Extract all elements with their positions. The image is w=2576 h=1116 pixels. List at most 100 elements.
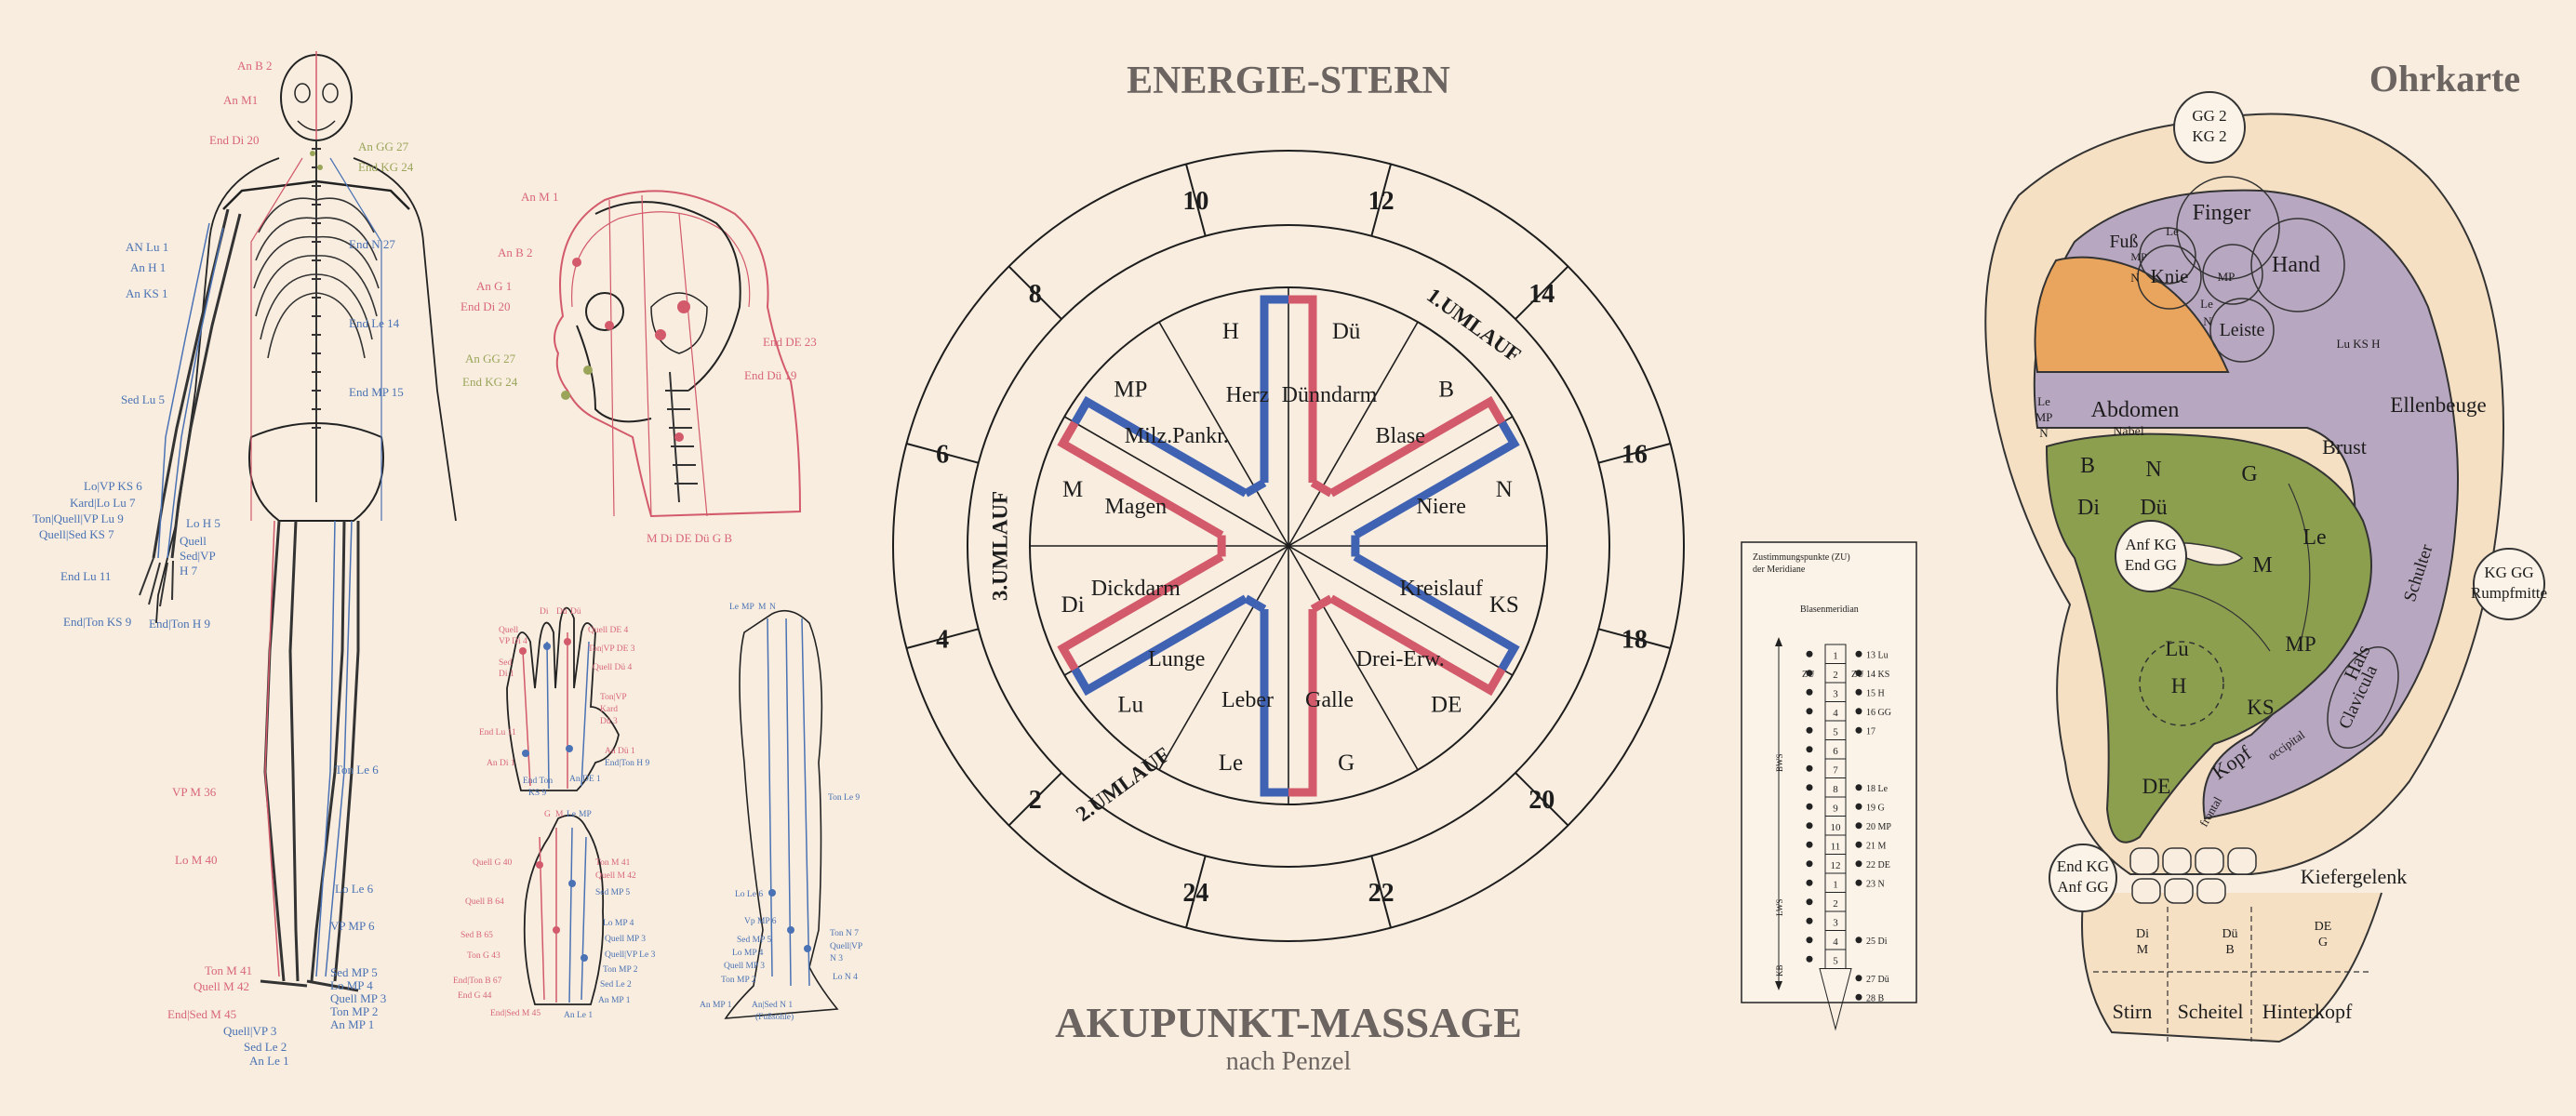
body-label: An GG 27: [358, 140, 409, 153]
point-label: 16 GG: [1866, 708, 1891, 718]
vertebra-number: 1: [1833, 880, 1838, 891]
vertebra-number: 10: [1831, 822, 1842, 833]
foot-label: Sed B 65: [460, 931, 493, 940]
inner-divider: [1288, 321, 1419, 547]
ear-label: N: [2039, 426, 2049, 440]
head-label: End Di 20: [460, 299, 510, 313]
ear-label: Hinterkopf: [2262, 1000, 2353, 1023]
body-label: Lo H 5: [186, 516, 220, 530]
ear-label: Dü: [2140, 496, 2167, 520]
ear-label: Finger: [2193, 201, 2251, 225]
ear-label: Le: [2166, 224, 2179, 238]
leg-label: Le: [729, 603, 739, 612]
outer-divider: [1008, 265, 1062, 320]
zu-dot: [1806, 764, 1813, 772]
star-title: ENERGIE-STERN: [1127, 60, 1450, 102]
body-label: Lo MP 4: [330, 978, 373, 992]
body-label: VP M 36: [172, 785, 217, 799]
zu-dot: [1806, 822, 1813, 830]
leg-label: Vp MP 6: [744, 917, 777, 926]
meridian-band: [1328, 594, 1506, 697]
umlauf-label: 2.UMLAUF: [1072, 743, 1174, 827]
meridian-abbr: Lu: [1117, 693, 1143, 718]
zu-dot: [1806, 937, 1813, 944]
vertebra-number: 3: [1833, 689, 1838, 700]
head-label: An GG 27: [465, 352, 516, 365]
ear-label: Le: [2302, 525, 2326, 550]
foot-label: End|Sed M 45: [490, 1009, 541, 1018]
ear-label: G: [2241, 462, 2257, 486]
outer-divider: [1370, 164, 1392, 237]
meridian-band: [1353, 552, 1520, 671]
leg-label: Ton Le 9: [828, 793, 860, 803]
inner-divider: [1158, 545, 1289, 771]
leg-label: Quell|VP: [830, 942, 862, 951]
body-label: Sed Lu 5: [121, 392, 165, 406]
point-dot: [1855, 841, 1862, 848]
ear-label: N: [2130, 271, 2140, 285]
star-number: 14: [1528, 280, 1555, 309]
body-label: AN Lu 1: [126, 240, 168, 254]
body-label: End N 27: [349, 237, 395, 251]
hand-label: Dü 3: [600, 717, 618, 726]
meridian-band: [1310, 594, 1334, 613]
ear-label: Abdomen: [2091, 398, 2180, 422]
ear-label: Scheitel: [2178, 1000, 2244, 1023]
organ-label: Kreislauf: [1400, 577, 1483, 601]
zu-dot: [1806, 688, 1813, 696]
organ-label: Magen: [1104, 495, 1167, 519]
body-label: Lo Le 6: [335, 882, 374, 896]
ear-label: N: [2145, 458, 2161, 482]
ear-label: KS: [2247, 696, 2274, 719]
point-label: 19 G: [1866, 803, 1885, 813]
head-label: End KG 24: [462, 375, 518, 389]
foot-label: Quell B 64: [465, 897, 504, 907]
vertebra-number: 12: [1831, 860, 1841, 871]
head-label: End Dü 19: [744, 368, 796, 382]
body-label: Ton MP 2: [330, 1004, 378, 1018]
sacrum: [1819, 968, 1852, 1031]
body-figure: [139, 51, 457, 992]
ear-label: Knie: [2151, 265, 2189, 287]
outer-divider: [1597, 628, 1671, 649]
body-label: Lo M 40: [175, 853, 218, 867]
ear-label: DE: [2315, 920, 2332, 934]
body-label: Sed|VP: [180, 549, 216, 563]
star-number: 10: [1182, 187, 1208, 216]
ear-label: MP: [2218, 270, 2236, 284]
outer-divider: [1185, 855, 1207, 928]
meridian-band: [1057, 420, 1224, 539]
body-label: End MP 15: [349, 385, 404, 399]
body-labels: An B 2 An M1 End Di 20 An GG 27 End KG 2…: [33, 59, 414, 1068]
ear-label: Lu: [2165, 637, 2189, 660]
foot-label: Ton G 43: [467, 951, 501, 961]
ear-label: Le: [2037, 394, 2050, 408]
leg-label: An|Sed N 1: [752, 1001, 793, 1010]
ear-label: Fuß: [2109, 232, 2138, 252]
point-label: 14 KS: [1866, 670, 1889, 680]
meridian-band: [1260, 609, 1288, 797]
hand-label: End Ton: [523, 777, 553, 786]
organ-label: Lunge: [1148, 647, 1205, 671]
vertebra-number: 7: [1833, 765, 1838, 777]
meridian-abbr: MP: [1114, 377, 1147, 402]
body-label: Quell MP 3: [330, 991, 386, 1005]
body-label: Ton|Quell|VP Lu 9: [33, 512, 124, 525]
ear-label: Brust: [2322, 435, 2367, 458]
ear-label: MP: [2035, 410, 2053, 424]
zu-dot: [1806, 803, 1813, 810]
inner-divider: [1063, 416, 1289, 547]
segment-bws: BWS: [1775, 753, 1784, 772]
ear-title: Ohrkarte: [2369, 58, 2520, 100]
meridian-band: [1071, 395, 1248, 498]
vertebra-number: 9: [1833, 804, 1838, 815]
ear-label: Di: [2077, 496, 2100, 520]
foot-label: MP: [579, 810, 592, 819]
ear-label: B: [2080, 454, 2095, 478]
point-label: 18 Le: [1866, 784, 1889, 794]
body-label: H 7: [180, 564, 198, 578]
vertebra-number: 4: [1833, 937, 1838, 948]
head-illustration: [554, 190, 802, 518]
inner-divider: [1158, 321, 1289, 547]
foot-label: Lo MP 4: [603, 919, 634, 928]
